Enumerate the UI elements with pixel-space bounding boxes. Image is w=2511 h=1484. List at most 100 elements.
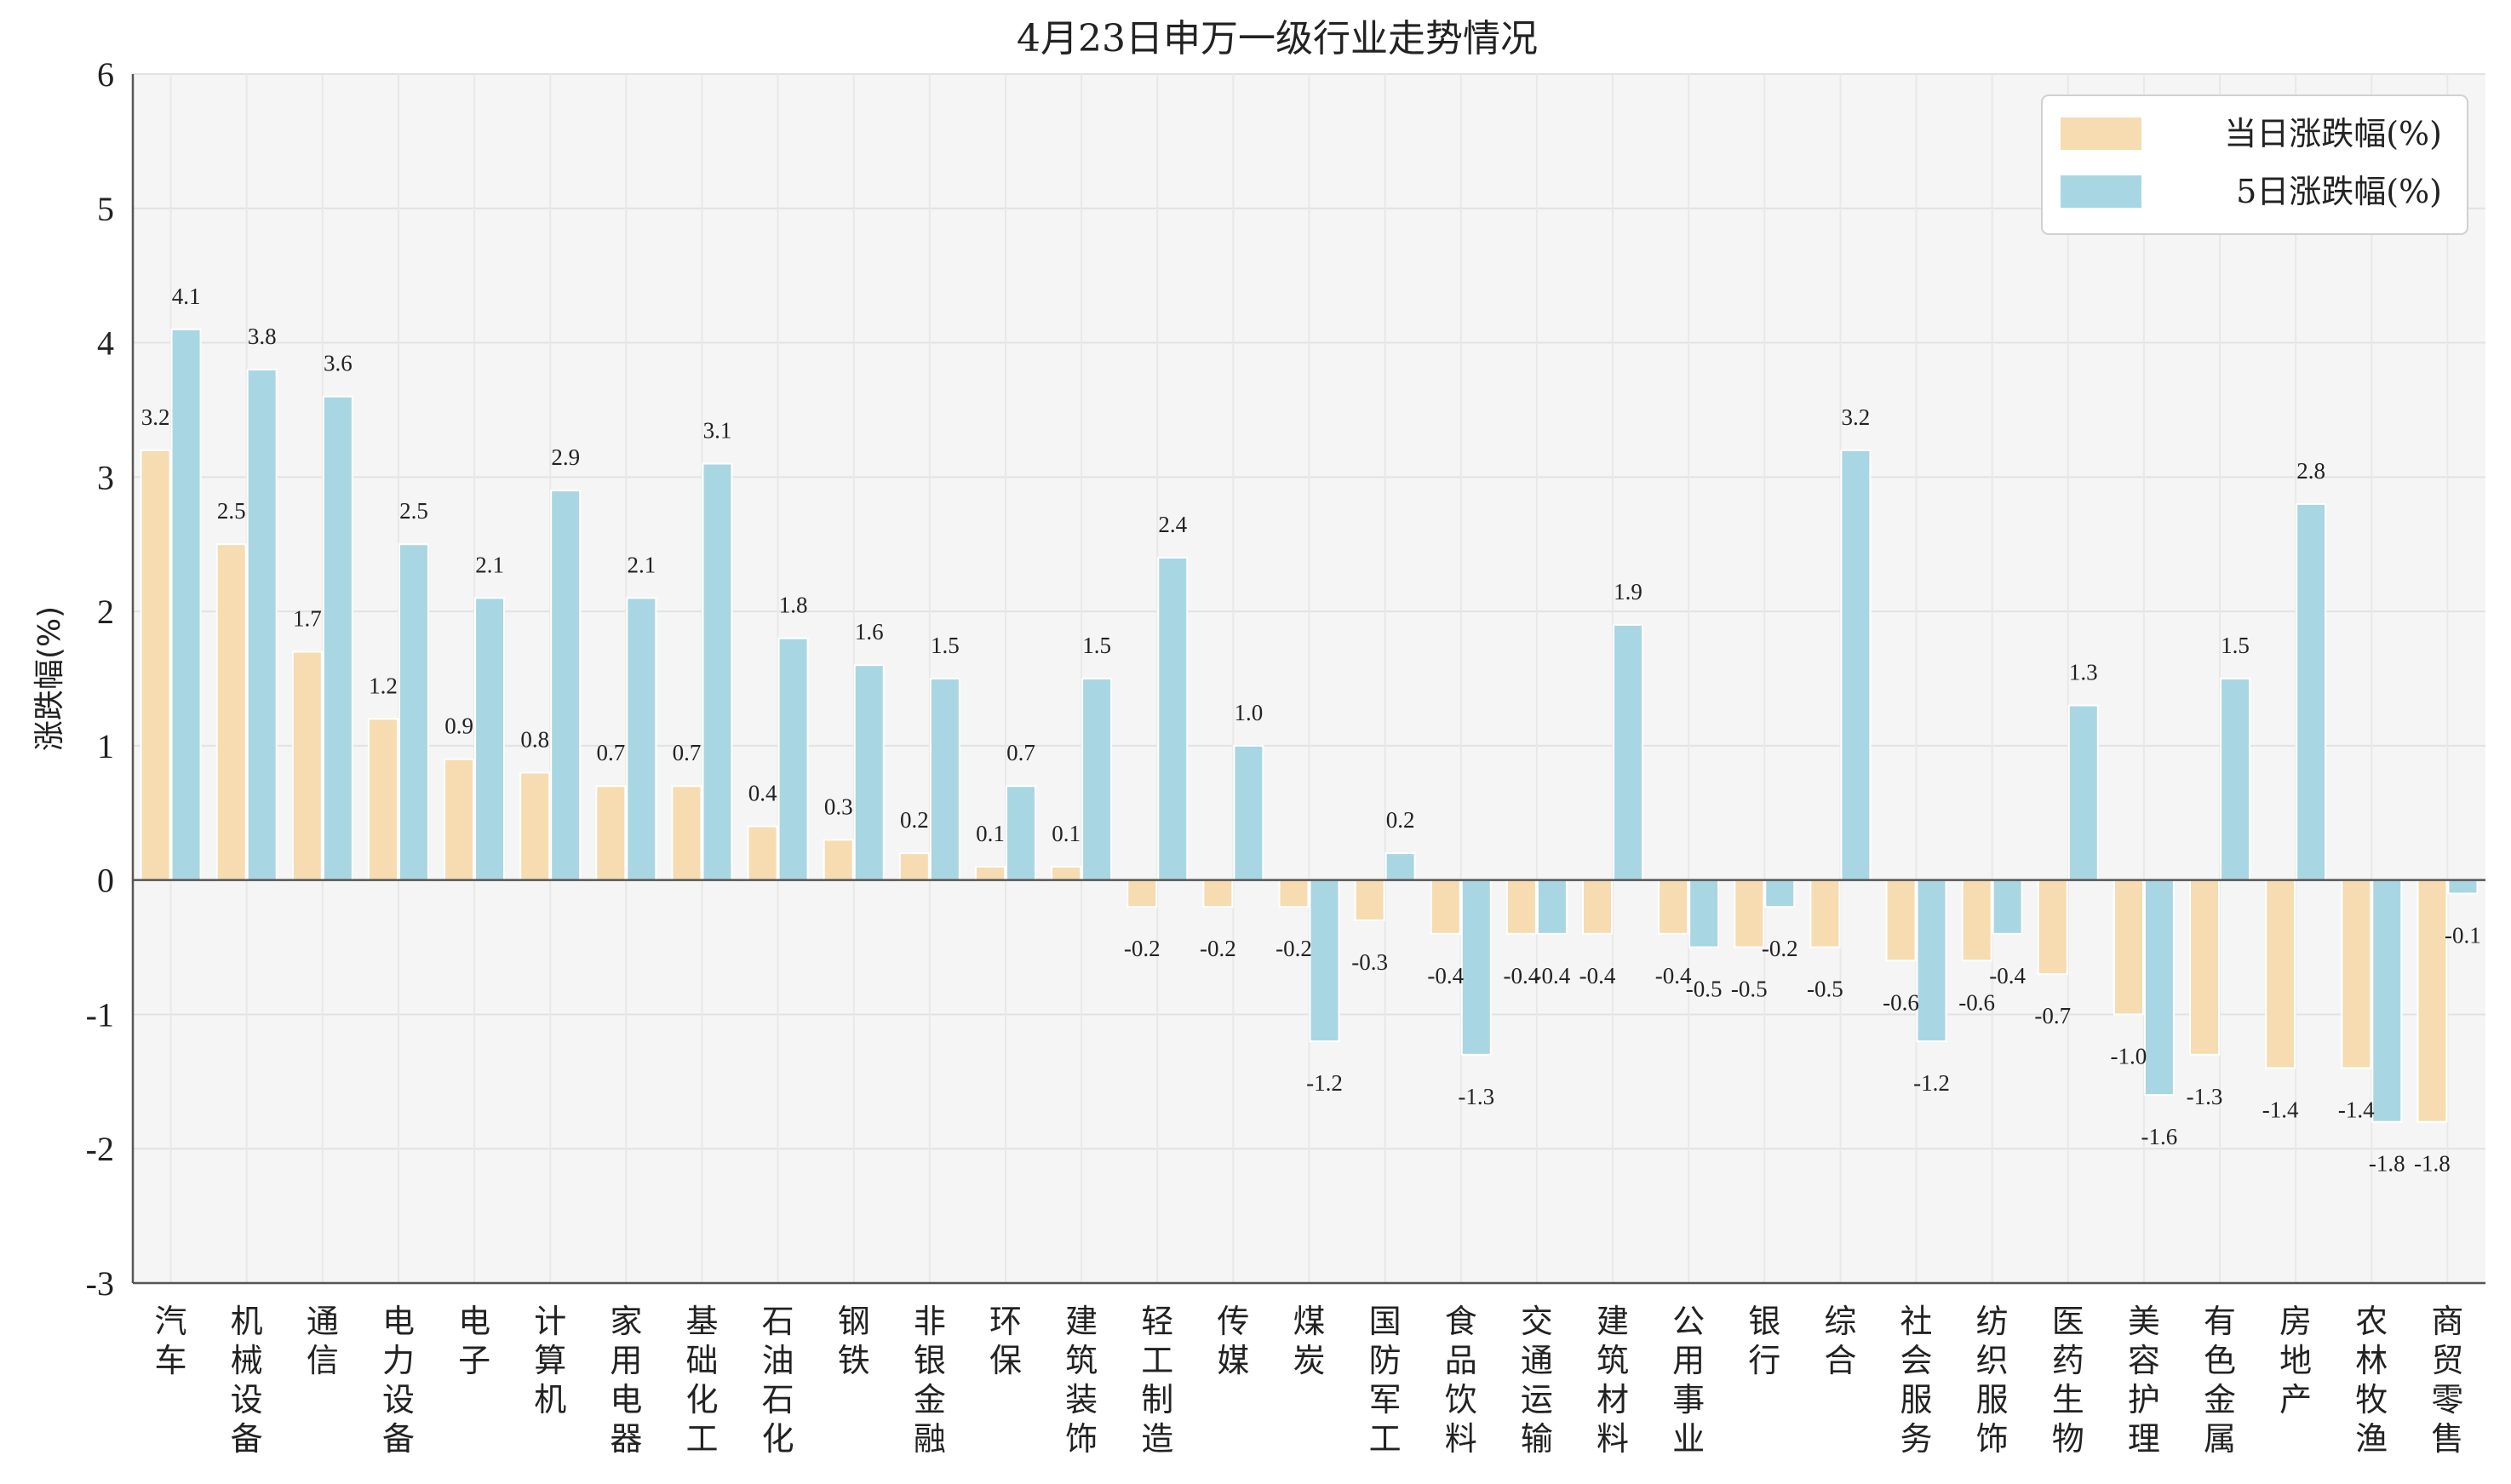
bar-daily bbox=[1202, 879, 1234, 908]
bar-daily bbox=[2341, 879, 2372, 1069]
data-label: -0.1 bbox=[2445, 922, 2481, 948]
data-label: 2.4 bbox=[1158, 512, 1187, 537]
bar-five-day bbox=[2296, 502, 2327, 881]
legend-label: 5日涨跌幅(%) bbox=[2236, 173, 2442, 210]
data-label: -0.4 bbox=[1504, 963, 1540, 988]
data-label: -1.2 bbox=[1306, 1070, 1343, 1096]
data-label: 0.9 bbox=[444, 713, 473, 739]
x-tick-label: 美容护理 bbox=[2128, 1303, 2160, 1458]
bar-five-day bbox=[1081, 678, 1113, 881]
data-label: -0.5 bbox=[1686, 977, 1723, 1002]
bar-daily bbox=[291, 650, 323, 881]
axes bbox=[131, 74, 2485, 1285]
x-tick-label: 食品饮料 bbox=[1445, 1303, 1477, 1458]
data-label: 1.2 bbox=[369, 673, 398, 698]
data-label: 3.2 bbox=[141, 404, 170, 430]
y-tick-label: 3 bbox=[97, 458, 114, 496]
bar-daily bbox=[2037, 879, 2068, 976]
bar-daily bbox=[444, 758, 475, 881]
data-label: 0.2 bbox=[900, 807, 929, 833]
y-tick-label: -3 bbox=[86, 1264, 114, 1303]
x-tick-label: 家用电器 bbox=[610, 1303, 642, 1458]
data-label: -1.2 bbox=[1913, 1070, 1950, 1096]
bar-daily bbox=[1430, 879, 1461, 935]
data-label: 2.1 bbox=[627, 552, 656, 577]
bar-daily bbox=[1809, 879, 1841, 948]
x-tick-label: 轻工制造 bbox=[1141, 1303, 1173, 1458]
data-label: 2.5 bbox=[399, 498, 428, 524]
x-tick-label: 机械设备 bbox=[231, 1303, 263, 1458]
data-label: 0.2 bbox=[1386, 807, 1415, 833]
data-label: 0.4 bbox=[748, 781, 777, 806]
x-tick-label: 汽车 bbox=[155, 1303, 187, 1379]
x-tick-label: 社会服务 bbox=[1900, 1303, 1933, 1458]
y-tick-label: 6 bbox=[97, 55, 114, 94]
data-label: 0.7 bbox=[1006, 740, 1035, 765]
bar-five-day bbox=[246, 369, 278, 881]
x-tick-label: 有色金属 bbox=[2204, 1303, 2236, 1458]
bar-daily bbox=[140, 449, 171, 881]
x-tick-label: 计算机 bbox=[534, 1303, 566, 1418]
bar-daily bbox=[2416, 879, 2448, 1123]
bar-five-day bbox=[2143, 879, 2175, 1097]
data-label: 1.5 bbox=[1082, 633, 1111, 658]
x-tick-label: 传媒 bbox=[1217, 1303, 1249, 1379]
bar-five-day bbox=[777, 637, 809, 881]
bar-five-day bbox=[322, 395, 353, 881]
grid-lines bbox=[133, 73, 2485, 1284]
x-tick-label: 石油石化 bbox=[762, 1303, 794, 1458]
data-label: -0.5 bbox=[1731, 977, 1768, 1002]
bar-five-day bbox=[2067, 704, 2099, 881]
bar-five-day bbox=[2447, 879, 2479, 895]
data-label: 3.6 bbox=[324, 351, 353, 376]
x-tick-label: 国防军工 bbox=[1369, 1303, 1402, 1458]
bar-five-day bbox=[1460, 879, 1492, 1056]
data-label: 1.6 bbox=[855, 619, 884, 645]
bar-five-day bbox=[1233, 744, 1264, 881]
x-tick-label: 医药生物 bbox=[2052, 1303, 2084, 1458]
x-tick-label: 建筑材料 bbox=[1597, 1303, 1629, 1458]
data-label: 2.5 bbox=[217, 498, 246, 524]
data-label: 1.9 bbox=[1614, 579, 1642, 604]
data-label: -0.2 bbox=[1276, 936, 1312, 961]
bar-five-day bbox=[1613, 623, 1644, 881]
data-label: 1.8 bbox=[779, 593, 808, 618]
x-tick-label: 非银金融 bbox=[914, 1303, 946, 1458]
bar-five-day bbox=[1384, 852, 1416, 881]
x-tick-label: 电子 bbox=[458, 1303, 490, 1379]
y-tick-label: 4 bbox=[97, 324, 114, 363]
data-label: 1.5 bbox=[2221, 633, 2250, 658]
bar-daily bbox=[595, 785, 627, 881]
bar-five-day bbox=[550, 490, 582, 881]
bar-daily bbox=[215, 543, 247, 881]
data-label: 2.1 bbox=[475, 552, 504, 577]
data-label: -1.4 bbox=[2262, 1097, 2299, 1123]
bar-daily bbox=[747, 825, 778, 881]
bar-daily bbox=[2189, 879, 2221, 1056]
bar-five-day bbox=[2220, 678, 2251, 881]
bar-daily bbox=[2113, 879, 2144, 1016]
data-label: 0.7 bbox=[596, 740, 625, 765]
y-tick-label: 1 bbox=[97, 727, 114, 765]
bar-five-day bbox=[1309, 879, 1340, 1042]
data-label: 3.8 bbox=[248, 324, 277, 349]
data-label: -0.4 bbox=[1534, 963, 1571, 988]
bar-five-day bbox=[398, 543, 429, 881]
y-tick-label: -1 bbox=[86, 995, 114, 1034]
bar-daily bbox=[1582, 879, 1614, 935]
data-label: 0.7 bbox=[673, 740, 702, 765]
bar-daily bbox=[1278, 879, 1310, 908]
bar-five-day bbox=[1005, 785, 1036, 881]
bar-daily bbox=[1051, 865, 1082, 881]
data-label: 3.2 bbox=[1842, 404, 1871, 430]
bar-daily bbox=[898, 852, 930, 881]
bar-daily bbox=[1961, 879, 1992, 962]
data-label: 0.8 bbox=[520, 726, 549, 752]
x-tick-label: 煤炭 bbox=[1293, 1303, 1325, 1379]
x-tick-label: 建筑装饰 bbox=[1065, 1303, 1098, 1458]
data-label: -0.6 bbox=[1958, 989, 1995, 1015]
data-label: 4.1 bbox=[172, 284, 201, 309]
bar-five-day bbox=[702, 462, 733, 881]
data-label: -1.8 bbox=[2414, 1151, 2451, 1177]
